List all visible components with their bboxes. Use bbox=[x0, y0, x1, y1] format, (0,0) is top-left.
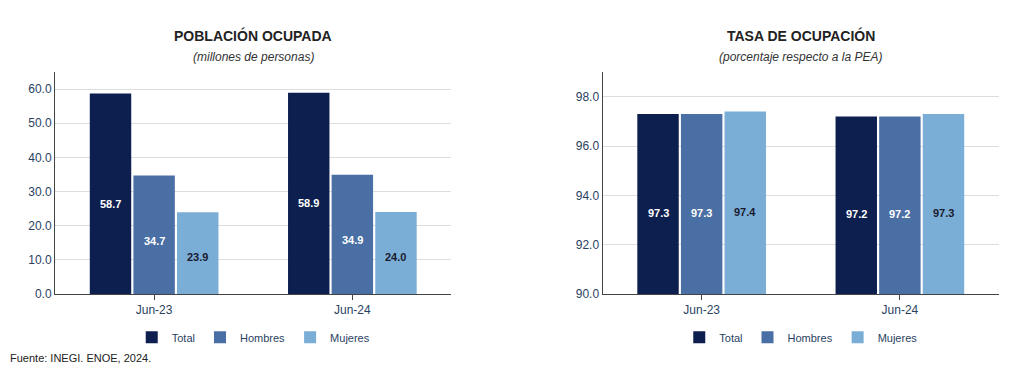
svg-text:Jun-24: Jun-24 bbox=[882, 303, 919, 317]
svg-text:97.3: 97.3 bbox=[648, 207, 669, 219]
svg-text:97.3: 97.3 bbox=[691, 207, 712, 219]
svg-text:97.2: 97.2 bbox=[846, 208, 867, 220]
svg-text:(porcentaje respecto a la PEA): (porcentaje respecto a la PEA) bbox=[719, 50, 882, 64]
svg-text:34.9: 34.9 bbox=[342, 234, 363, 246]
svg-text:20.0: 20.0 bbox=[28, 219, 52, 233]
svg-text:Hombres: Hombres bbox=[788, 332, 833, 344]
svg-text:0.0: 0.0 bbox=[35, 287, 52, 301]
svg-text:30.0: 30.0 bbox=[28, 185, 52, 199]
svg-text:10.0: 10.0 bbox=[28, 253, 52, 267]
svg-text:97.2: 97.2 bbox=[889, 208, 910, 220]
svg-text:97.3: 97.3 bbox=[933, 207, 954, 219]
svg-text:(millones de personas): (millones de personas) bbox=[193, 50, 314, 64]
svg-text:Jun-24: Jun-24 bbox=[334, 303, 371, 317]
svg-text:97.4: 97.4 bbox=[734, 206, 756, 218]
svg-text:90.0: 90.0 bbox=[576, 287, 600, 301]
svg-text:94.0: 94.0 bbox=[576, 189, 600, 203]
svg-text:Fuente: INEGI. ENOE, 2024.: Fuente: INEGI. ENOE, 2024. bbox=[10, 352, 151, 364]
svg-text:Total: Total bbox=[172, 332, 195, 344]
svg-text:Total: Total bbox=[719, 332, 742, 344]
svg-text:60.0: 60.0 bbox=[28, 82, 52, 96]
svg-text:Mujeres: Mujeres bbox=[330, 332, 370, 344]
svg-text:58.9: 58.9 bbox=[298, 197, 319, 209]
svg-text:92.0: 92.0 bbox=[576, 238, 600, 252]
svg-text:Jun-23: Jun-23 bbox=[136, 303, 173, 317]
svg-text:58.7: 58.7 bbox=[100, 198, 121, 210]
svg-text:40.0: 40.0 bbox=[28, 151, 52, 165]
svg-text:TASA DE OCUPACIÓN: TASA DE OCUPACIÓN bbox=[727, 27, 875, 44]
svg-text:Mujeres: Mujeres bbox=[878, 332, 918, 344]
svg-text:98.0: 98.0 bbox=[576, 90, 600, 104]
svg-text:23.9: 23.9 bbox=[187, 251, 208, 263]
svg-text:Jun-23: Jun-23 bbox=[683, 303, 720, 317]
svg-text:50.0: 50.0 bbox=[28, 116, 52, 130]
svg-text:POBLACIÓN OCUPADA: POBLACIÓN OCUPADA bbox=[174, 27, 332, 44]
svg-text:34.7: 34.7 bbox=[144, 235, 165, 247]
svg-text:24.0: 24.0 bbox=[385, 251, 406, 263]
svg-text:Hombres: Hombres bbox=[240, 332, 285, 344]
svg-text:96.0: 96.0 bbox=[576, 139, 600, 153]
